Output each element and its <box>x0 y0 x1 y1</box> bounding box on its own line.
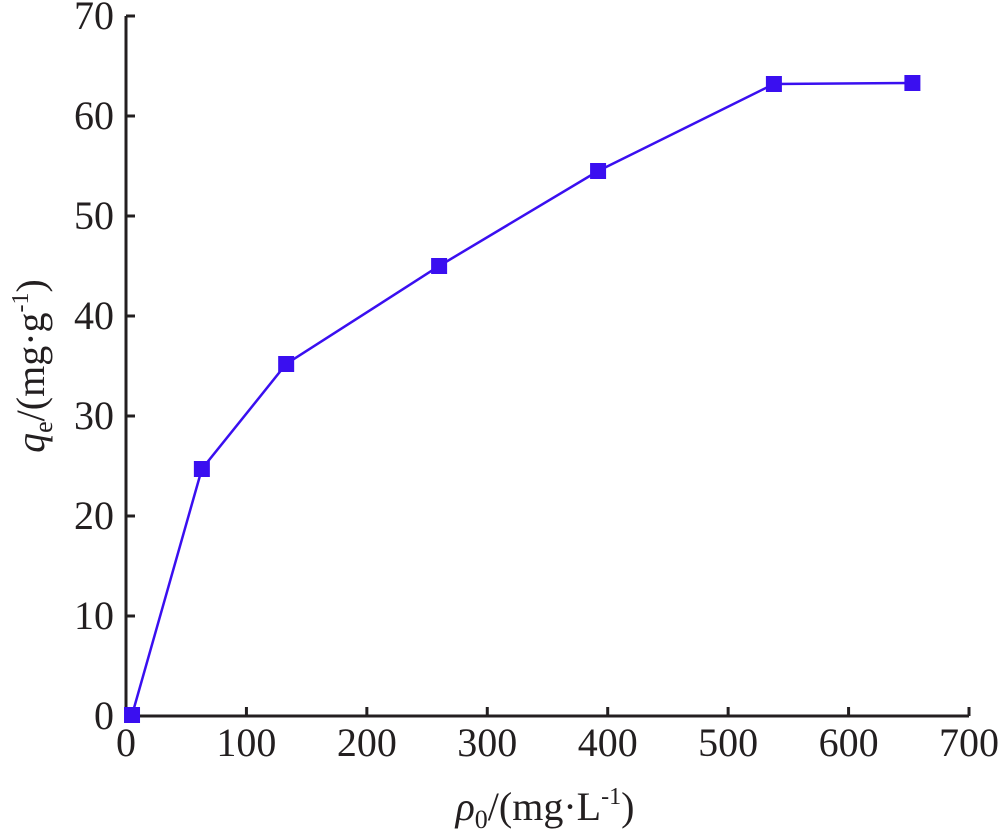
x-axis-symbol: ρ <box>454 784 475 829</box>
x-tick-label: 700 <box>939 720 999 765</box>
x-ticks: 0 100 200 300 400 500 600 700 <box>116 707 999 765</box>
x-axis-title: ρ0/(mg·L-1) <box>454 784 635 833</box>
data-point-marker <box>278 356 295 372</box>
data-point-marker <box>904 75 921 91</box>
y-axis-superscript: -1 <box>8 292 34 312</box>
y-tick-label: 0 <box>94 693 114 738</box>
x-axis-unit: /(mg·L <box>488 784 601 829</box>
data-point-marker <box>193 461 210 477</box>
x-axis-superscript: -1 <box>601 784 621 810</box>
x-tick-label: 300 <box>457 720 517 765</box>
y-axis-unit: /(mg·g <box>8 312 53 421</box>
data-point-marker <box>124 707 141 723</box>
y-tick-label: 20 <box>74 493 114 538</box>
data-point-marker <box>431 258 448 274</box>
x-tick-label: 100 <box>216 720 276 765</box>
x-tick-label: 500 <box>698 720 758 765</box>
x-axis-subscript: 0 <box>475 805 488 833</box>
series-line <box>130 81 913 716</box>
y-tick-label: 30 <box>74 393 114 438</box>
y-tick-label: 70 <box>74 0 114 38</box>
x-tick-label: 0 <box>116 720 136 765</box>
x-tick-label: 600 <box>819 720 879 765</box>
y-axis-subscript: e <box>29 421 58 433</box>
y-ticks: 0 10 20 30 40 50 60 70 <box>74 0 135 738</box>
y-tick-label: 60 <box>74 93 114 138</box>
x-tick-label: 400 <box>578 720 638 765</box>
x-axis-close: ) <box>621 784 634 829</box>
y-tick-label: 10 <box>74 593 114 638</box>
series-group <box>124 75 921 723</box>
data-point-marker <box>765 76 782 92</box>
y-tick-label: 40 <box>74 293 114 338</box>
y-axis-close: ) <box>8 279 53 292</box>
data-point-marker <box>590 163 607 179</box>
y-tick-label: 50 <box>74 193 114 238</box>
y-axis-title: qe/(mg·g-1) <box>8 279 58 453</box>
x-tick-label: 200 <box>337 720 397 765</box>
y-axis-symbol: q <box>8 433 53 453</box>
plot-area: 0 100 200 300 400 500 600 700 0 10 20 30 40 50 60 70 <box>74 0 999 765</box>
